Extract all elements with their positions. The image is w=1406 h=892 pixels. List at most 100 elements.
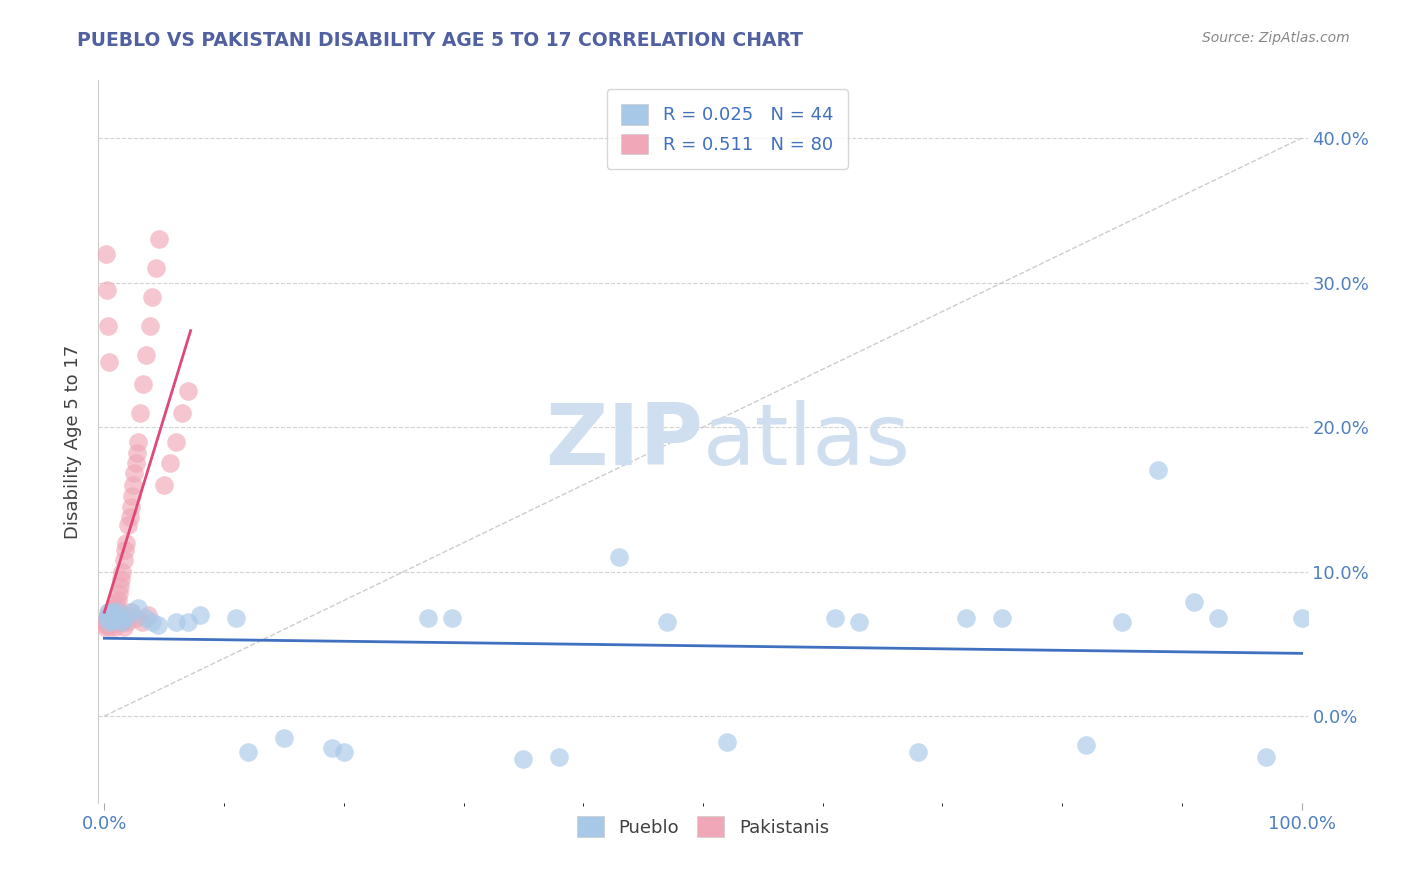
- Pakistanis: [101, 611, 124, 625]
- Pueblo: [273, 731, 295, 745]
- Pakistanis: [100, 618, 122, 632]
- Pakistanis: [172, 406, 194, 420]
- Pueblo: [1111, 615, 1133, 630]
- Pueblo: [103, 607, 125, 621]
- Pakistanis: [98, 615, 121, 630]
- Pakistanis: [100, 611, 122, 625]
- Pueblo: [955, 611, 977, 625]
- Pakistanis: [114, 542, 136, 557]
- Pueblo: [97, 605, 120, 619]
- Pakistanis: [115, 535, 138, 549]
- Pakistanis: [127, 434, 149, 449]
- Text: Source: ZipAtlas.com: Source: ZipAtlas.com: [1202, 31, 1350, 45]
- Pueblo: [111, 615, 134, 630]
- Pakistanis: [141, 290, 163, 304]
- Pueblo: [148, 618, 170, 632]
- Pueblo: [1254, 749, 1277, 764]
- Pueblo: [107, 612, 129, 626]
- Pueblo: [104, 609, 127, 624]
- Pakistanis: [132, 376, 155, 391]
- Pakistanis: [118, 509, 141, 524]
- Pueblo: [848, 615, 870, 630]
- Pakistanis: [96, 614, 118, 628]
- Pakistanis: [103, 605, 125, 619]
- Pueblo: [100, 611, 122, 625]
- Pakistanis: [108, 579, 131, 593]
- Pakistanis: [165, 434, 187, 449]
- Pakistanis: [101, 611, 124, 625]
- Pueblo: [512, 752, 534, 766]
- Pueblo: [105, 604, 128, 618]
- Pakistanis: [107, 586, 129, 600]
- Pueblo: [120, 605, 142, 619]
- Pueblo: [177, 615, 200, 630]
- Pakistanis: [96, 611, 118, 625]
- Pueblo: [115, 611, 138, 625]
- Pakistanis: [105, 596, 128, 610]
- Pakistanis: [120, 605, 142, 619]
- Pakistanis: [97, 318, 120, 333]
- Pueblo: [135, 611, 157, 625]
- Pakistanis: [129, 406, 152, 420]
- Pakistanis: [107, 615, 129, 630]
- Pakistanis: [105, 605, 128, 619]
- Pakistanis: [94, 619, 117, 633]
- Pakistanis: [103, 600, 125, 615]
- Pakistanis: [111, 615, 134, 630]
- Pakistanis: [110, 572, 132, 586]
- Pakistanis: [97, 618, 120, 632]
- Pakistanis: [104, 615, 127, 630]
- Pakistanis: [94, 615, 117, 630]
- Pakistanis: [96, 283, 118, 297]
- Pueblo: [548, 749, 571, 764]
- Pakistanis: [98, 605, 121, 619]
- Pueblo: [824, 611, 846, 625]
- Pueblo: [127, 600, 149, 615]
- Pakistanis: [125, 446, 148, 460]
- Pakistanis: [104, 619, 127, 633]
- Pueblo: [98, 615, 121, 630]
- Pakistanis: [120, 500, 142, 514]
- Pueblo: [333, 745, 356, 759]
- Pakistanis: [103, 615, 125, 630]
- Pakistanis: [124, 611, 146, 625]
- Pueblo: [101, 614, 124, 628]
- Pakistanis: [108, 611, 131, 625]
- Pakistanis: [97, 611, 120, 625]
- Pakistanis: [122, 478, 145, 492]
- Pakistanis: [104, 600, 127, 615]
- Pakistanis: [111, 565, 134, 579]
- Pueblo: [225, 611, 247, 625]
- Pakistanis: [148, 232, 170, 246]
- Pakistanis: [100, 615, 122, 630]
- Pakistanis: [107, 615, 129, 630]
- Pueblo: [716, 735, 738, 749]
- Pakistanis: [177, 384, 200, 398]
- Pakistanis: [115, 607, 138, 622]
- Pueblo: [100, 607, 122, 622]
- Pueblo: [1291, 611, 1313, 625]
- Pakistanis: [131, 615, 153, 630]
- Pueblo: [96, 611, 118, 625]
- Text: PUEBLO VS PAKISTANI DISABILITY AGE 5 TO 17 CORRELATION CHART: PUEBLO VS PAKISTANI DISABILITY AGE 5 TO …: [77, 31, 803, 50]
- Pakistanis: [110, 615, 132, 630]
- Pueblo: [236, 745, 259, 759]
- Pakistanis: [104, 611, 127, 625]
- Pakistanis: [139, 318, 162, 333]
- Pakistanis: [124, 467, 146, 481]
- Text: ZIP: ZIP: [546, 400, 703, 483]
- Pueblo: [1074, 738, 1097, 752]
- Pakistanis: [103, 607, 125, 622]
- Pueblo: [440, 611, 463, 625]
- Pakistanis: [101, 611, 124, 625]
- Pakistanis: [153, 478, 176, 492]
- Pakistanis: [98, 355, 121, 369]
- Pakistanis: [107, 593, 129, 607]
- Pueblo: [907, 745, 929, 759]
- Pakistanis: [117, 518, 139, 533]
- Pueblo: [1147, 463, 1170, 477]
- Pakistanis: [94, 246, 117, 260]
- Pakistanis: [121, 490, 143, 504]
- Legend: Pueblo, Pakistanis: Pueblo, Pakistanis: [569, 809, 837, 845]
- Y-axis label: Disability Age 5 to 17: Disability Age 5 to 17: [65, 344, 83, 539]
